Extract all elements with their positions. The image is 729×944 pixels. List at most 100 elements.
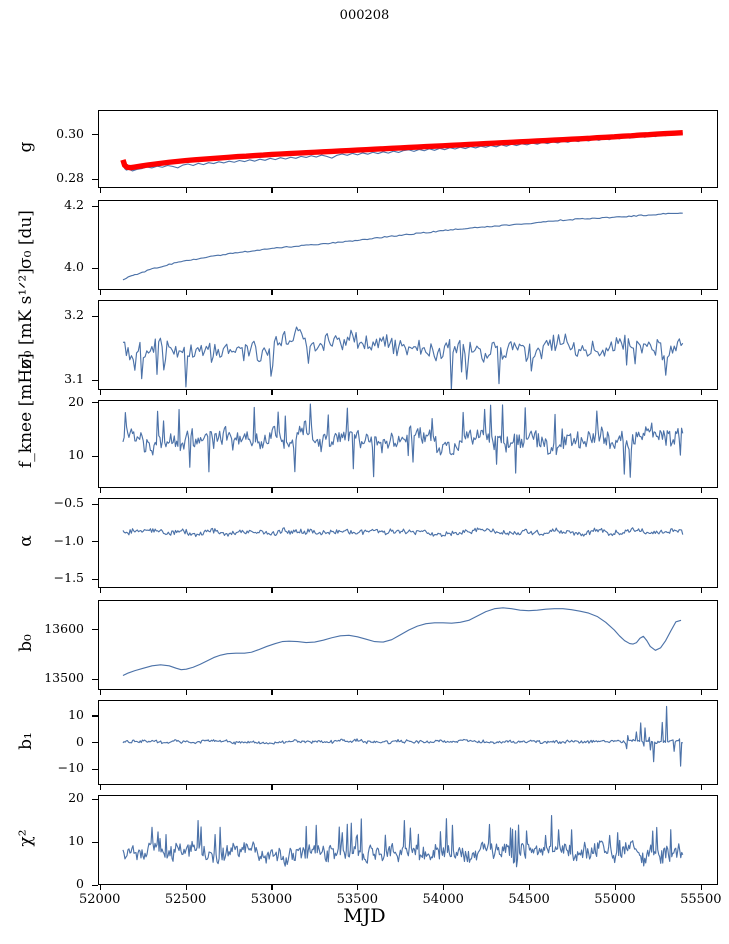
- y-tick-mark: [92, 402, 98, 404]
- x-tick-mark: [185, 188, 187, 193]
- x-tick-mark: [185, 390, 187, 395]
- y-tick-label: 3.2: [64, 307, 84, 323]
- x-tick-mark: [99, 488, 101, 493]
- x-tick-mark: [185, 290, 187, 295]
- x-tick-mark: [99, 588, 101, 593]
- x-tick-mark: [700, 188, 702, 193]
- x-tick-mark: [614, 785, 617, 790]
- x-tick-mark: [529, 885, 531, 890]
- panel-chi2: [98, 795, 718, 885]
- x-tick-mark: [700, 290, 702, 295]
- y-tick-mark: [92, 742, 98, 744]
- x-tick-mark: [614, 188, 617, 193]
- x-tick-mark: [529, 588, 531, 593]
- x-tick-mark: [529, 290, 531, 295]
- x-tick-mark: [443, 390, 445, 395]
- panel-fknee: [98, 400, 718, 488]
- x-tick-mark: [529, 488, 531, 493]
- x-tick-mark: [99, 390, 101, 395]
- y-tick-mark: [92, 455, 98, 457]
- x-tick-mark: [529, 390, 531, 395]
- panel-alpha: [98, 498, 718, 588]
- y-tick-label: −0.5: [53, 495, 84, 510]
- x-tick-mark: [443, 690, 445, 695]
- panel-sigma0-mk: [98, 300, 718, 390]
- y-tick-label: 10: [68, 833, 84, 849]
- x-tick-label: 53500: [336, 892, 378, 907]
- y-tick-mark: [92, 678, 98, 680]
- y-tick-label: −1.0: [53, 532, 84, 548]
- y-tick-label: −1.5: [53, 570, 84, 585]
- x-tick-mark: [271, 488, 273, 493]
- y-tick-mark: [92, 768, 98, 770]
- x-tick-mark: [443, 188, 445, 193]
- b1-trace: [122, 705, 684, 767]
- y-axis-label: g: [16, 141, 36, 153]
- x-tick-mark: [614, 488, 617, 493]
- x-tick-mark: [529, 785, 531, 790]
- y-tick-mark: [92, 267, 98, 269]
- y-axis-label: χ²: [16, 829, 36, 847]
- x-tick-mark: [357, 390, 359, 395]
- y-axis-label: σ₀ [du]: [16, 210, 36, 269]
- x-tick-mark: [99, 188, 101, 193]
- x-tick-mark: [443, 885, 445, 890]
- x-tick-label: 54500: [508, 892, 550, 907]
- x-tick-mark: [271, 588, 273, 593]
- sigma0-du-trace: [122, 212, 683, 281]
- x-tick-mark: [357, 290, 359, 295]
- x-tick-label: 52000: [79, 892, 121, 907]
- y-tick-mark: [92, 578, 98, 580]
- x-tick-mark: [700, 690, 702, 695]
- x-tick-label: 54000: [422, 892, 464, 907]
- x-tick-mark: [99, 290, 101, 295]
- x-tick-mark: [185, 488, 187, 493]
- y-axis-label: α: [16, 535, 36, 547]
- x-tick-label: 55000: [594, 892, 636, 907]
- x-tick-mark: [185, 690, 187, 695]
- x-tick-mark: [700, 390, 702, 395]
- y-tick-mark: [92, 205, 98, 207]
- x-tick-mark: [443, 290, 445, 295]
- x-tick-mark: [700, 488, 702, 493]
- y-tick-label: 0.28: [56, 170, 84, 186]
- y-axis-label: b₁: [16, 731, 36, 750]
- y-tick-label: 10: [68, 447, 84, 462]
- x-tick-mark: [357, 785, 359, 790]
- alpha-trace: [122, 527, 684, 538]
- x-tick-mark: [443, 588, 445, 593]
- y-tick-label: 0.30: [56, 125, 84, 141]
- x-tick-mark: [700, 785, 702, 790]
- x-tick-mark: [271, 785, 273, 790]
- y-tick-label: 3.1: [64, 371, 84, 387]
- panel-b1: [98, 700, 718, 785]
- x-tick-mark: [529, 690, 531, 695]
- x-tick-mark: [357, 488, 359, 493]
- g-red-model: [120, 130, 683, 171]
- y-tick-mark: [92, 798, 98, 800]
- y-tick-label: 13500: [44, 670, 84, 686]
- chi2-trace: [122, 814, 684, 868]
- x-tick-mark: [700, 588, 702, 593]
- y-tick-mark: [92, 841, 98, 843]
- x-tick-mark: [271, 188, 273, 193]
- y-tick-label: 4.2: [64, 197, 84, 213]
- y-tick-label: 4.0: [64, 259, 84, 275]
- figure-title: 000208: [339, 8, 390, 23]
- y-tick-mark: [92, 178, 98, 180]
- x-tick-mark: [357, 588, 359, 593]
- x-tick-mark: [185, 885, 187, 890]
- x-tick-mark: [185, 588, 187, 593]
- x-tick-mark: [271, 390, 273, 395]
- x-tick-mark: [614, 290, 617, 295]
- y-tick-label: 20: [68, 790, 84, 806]
- x-tick-mark: [357, 690, 359, 695]
- y-tick-mark: [92, 884, 98, 886]
- y-tick-label: 10: [68, 706, 84, 722]
- x-tick-mark: [271, 690, 273, 695]
- y-tick-mark: [92, 629, 98, 631]
- panel-g: [98, 110, 718, 188]
- y-tick-label: 20: [68, 393, 84, 409]
- x-tick-mark: [614, 390, 617, 395]
